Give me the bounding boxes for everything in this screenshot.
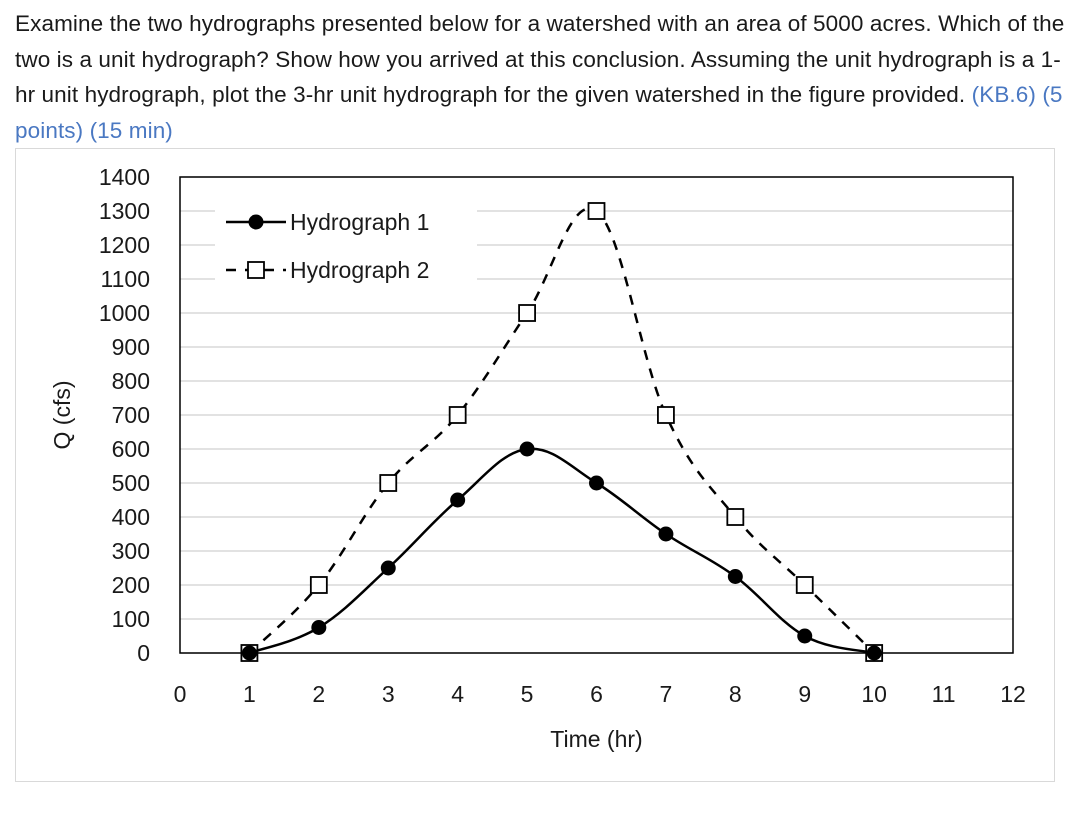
y-tick-label: 600 [112, 436, 150, 462]
x-tick-label: 12 [1000, 681, 1026, 707]
data-point [448, 406, 467, 424]
x-tick-labels: 0 1 2 3 4 5 6 7 8 9 10 11 12 [174, 681, 1026, 707]
x-tick-label: 2 [312, 681, 325, 707]
y-tick-label: 700 [112, 402, 150, 428]
x-tick-label: 6 [590, 681, 603, 707]
legend: Hydrograph 1 Hydrograph 2 [215, 192, 477, 286]
y-tick-label: 0 [137, 640, 150, 666]
series-lines [240, 202, 884, 662]
y-tick-label: 1000 [99, 300, 150, 326]
data-point [797, 628, 813, 644]
series-line [248, 207, 876, 654]
data-point [657, 406, 675, 424]
legend-marker [247, 261, 265, 279]
question-body: Examine the two hydrographs presented be… [15, 11, 1065, 107]
data-point [519, 441, 535, 457]
data-point [450, 492, 466, 508]
x-tick-label: 8 [729, 681, 742, 707]
x-tick-label: 4 [451, 681, 464, 707]
data-point [518, 304, 536, 322]
legend-item: Hydrograph 2 [226, 257, 429, 283]
y-tick-labels: 0 100 200 300 400 500 600 700 800 900 1000 1100 1200… [99, 164, 150, 666]
data-point [795, 576, 814, 594]
question-reference: (KB.6) (5 points) (15 min) [15, 82, 1063, 143]
y-tick-label: 900 [112, 334, 150, 360]
data-point [587, 202, 606, 220]
x-tick-label: 3 [382, 681, 395, 707]
data-point [311, 620, 327, 635]
data-point [380, 560, 396, 576]
data-point [379, 474, 398, 492]
data-point [727, 569, 743, 584]
x-tick-label: 7 [660, 681, 673, 707]
y-tick-label: 500 [112, 470, 150, 496]
data-point [726, 508, 745, 526]
x-tick-label: 10 [861, 681, 887, 707]
y-axis-label: Q (cfs) [49, 381, 75, 450]
y-tick-label: 1400 [99, 164, 150, 190]
y-tick-label: 1100 [101, 266, 150, 292]
x-tick-label: 9 [798, 681, 811, 707]
series-hydrograph-1 [241, 441, 882, 661]
y-tick-label: 200 [112, 572, 150, 598]
data-point [866, 645, 882, 661]
plot-area-border [179, 176, 1014, 654]
y-tick-label: 300 [112, 538, 150, 564]
chart-frame [15, 148, 1055, 782]
x-tick-label: 5 [521, 681, 534, 707]
y-tick-label: 100 [112, 606, 150, 632]
data-point [658, 526, 674, 542]
legend-marker [248, 214, 264, 230]
y-tick-label: 400 [112, 504, 150, 530]
data-point [589, 475, 604, 491]
question-text: Examine the two hydrographs presented be… [15, 6, 1075, 148]
legend-label: Hydrograph 1 [290, 209, 429, 235]
y-tick-label: 1200 [99, 232, 150, 258]
y-tick-label: 800 [112, 368, 150, 394]
data-point [309, 576, 328, 594]
legend-label: Hydrograph 2 [290, 257, 429, 283]
series-line [248, 447, 875, 655]
y-tick-label: 1300 [99, 198, 150, 224]
x-tick-label: 1 [243, 681, 256, 707]
legend-item: Hydrograph 1 [226, 209, 429, 235]
x-axis-label: Time (hr) [550, 726, 642, 752]
x-tick-label: 0 [174, 681, 187, 707]
x-tick-label: 11 [932, 681, 956, 707]
data-point [241, 645, 257, 661]
